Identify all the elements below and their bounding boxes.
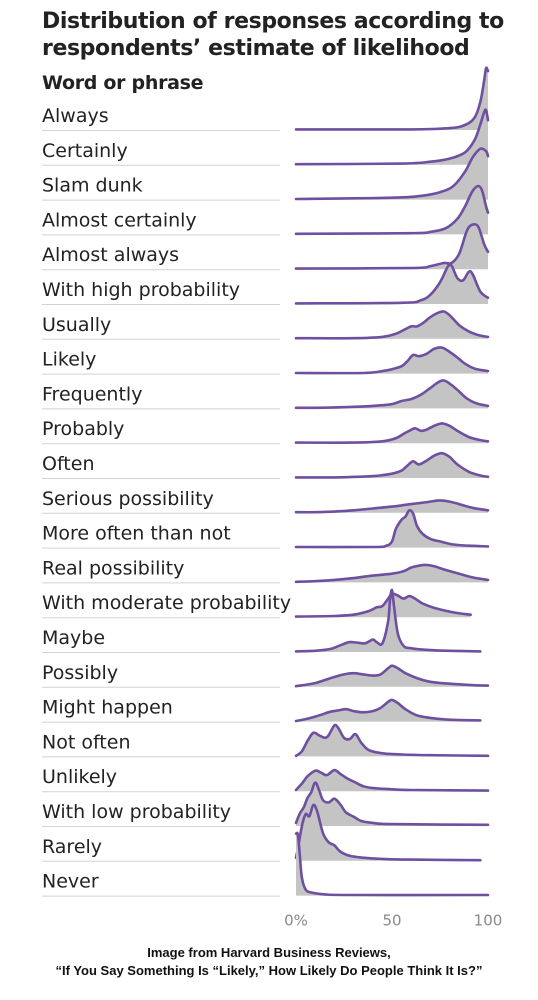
density-area-unlikely <box>296 770 488 792</box>
density-line-often <box>294 451 490 479</box>
row-label-maybe: Maybe <box>42 627 105 649</box>
row-label-with-high-probability: With high probability <box>42 279 240 301</box>
x-tick-label: 50 <box>382 912 401 930</box>
ridge-row-slam-dunk: Slam dunk <box>42 147 490 201</box>
chart-title: Distribution of responses according to r… <box>42 9 504 61</box>
density-line-usually <box>294 310 490 340</box>
density-line-never <box>294 831 490 897</box>
density-line-likely <box>294 346 490 375</box>
row-label-likely: Likely <box>42 349 96 371</box>
row-label-more-often-than-not: More often than not <box>42 523 231 545</box>
density-area-frequently <box>296 380 488 409</box>
density-line-always <box>294 66 490 131</box>
ridge-row-frequently: Frequently <box>42 379 490 410</box>
density-area-usually <box>296 311 488 339</box>
ridge-row-possibly: Possibly <box>42 662 490 688</box>
row-label-never: Never <box>42 871 99 893</box>
density-line-serious-possibility <box>294 499 490 514</box>
density-area-with-high-probability <box>296 264 488 304</box>
density-line-possibly <box>294 664 490 688</box>
density-line-frequently <box>294 379 490 410</box>
density-line-with-low-probability <box>294 781 490 827</box>
density-line-maybe <box>294 588 482 653</box>
row-label-serious-possibility: Serious possibility <box>42 488 214 510</box>
density-line-probably <box>294 422 490 444</box>
row-label-often: Often <box>42 453 95 475</box>
row-label-usually: Usually <box>42 314 111 336</box>
row-label-possibly: Possibly <box>42 662 118 684</box>
density-line-more-often-than-not <box>294 508 490 549</box>
row-label-rarely: Rarely <box>42 836 102 858</box>
density-area-possibly <box>296 665 488 687</box>
ridge-row-real-possibility: Real possibility <box>42 557 490 584</box>
density-line-might-happen <box>294 698 482 723</box>
row-label-might-happen: Might happen <box>42 697 173 719</box>
density-area-might-happen <box>296 699 481 722</box>
density-line-almost-certainly <box>294 184 490 236</box>
density-line-slam-dunk <box>294 147 490 201</box>
row-label-unlikely: Unlikely <box>42 766 117 788</box>
density-area-always <box>296 67 488 130</box>
ridge-row-certainly: Certainly <box>42 108 490 166</box>
row-label-almost-always: Almost always <box>42 244 179 266</box>
row-label-always: Always <box>42 105 109 127</box>
x-tick-label: 100 <box>474 912 503 930</box>
row-label-certainly: Certainly <box>42 140 128 162</box>
density-line-not-often <box>294 723 490 758</box>
ridge-row-with-moderate-probability: With moderate probability <box>42 592 472 619</box>
ridge-row-more-often-than-not: More often than not <box>42 508 490 549</box>
ridge-row-always: Always <box>42 66 490 131</box>
density-area-serious-possibility <box>296 500 488 513</box>
density-line-certainly <box>294 108 490 166</box>
ridge-row-likely: Likely <box>42 346 490 375</box>
density-area-not-often <box>296 724 488 757</box>
density-area-slam-dunk <box>296 148 488 200</box>
row-label-slam-dunk: Slam dunk <box>42 175 143 197</box>
density-area-rarely <box>296 804 481 861</box>
row-label-with-low-probability: With low probability <box>42 801 231 823</box>
ridge-row-maybe: Maybe <box>42 588 482 653</box>
row-label-real-possibility: Real possibility <box>42 557 184 579</box>
ridge-row-rarely: Rarely <box>42 803 482 862</box>
x-tick-label: 0% <box>284 912 308 930</box>
density-line-with-high-probability <box>294 263 490 305</box>
ridge-row-might-happen: Might happen <box>42 697 482 723</box>
row-label-with-moderate-probability: With moderate probability <box>42 592 291 614</box>
ridge-row-never: Never <box>42 831 490 897</box>
row-label-frequently: Frequently <box>42 383 142 405</box>
density-line-rarely <box>294 803 482 862</box>
ridge-row-with-low-probability: With low probability <box>42 781 490 827</box>
density-line-with-moderate-probability <box>294 592 472 618</box>
density-line-real-possibility <box>294 563 490 584</box>
footer-article-title: “If You Say Something Is “Likely,” How L… <box>55 963 483 978</box>
density-area-maybe <box>296 589 481 652</box>
density-line-almost-always <box>294 222 490 270</box>
density-line-unlikely <box>294 768 490 792</box>
row-label-probably: Probably <box>42 418 124 440</box>
ridge-row-almost-always: Almost always <box>42 222 490 271</box>
density-area-often <box>296 453 488 478</box>
row-label-not-often: Not often <box>42 731 131 753</box>
ridge-row-probably: Probably <box>42 418 490 445</box>
ridge-row-not-often: Not often <box>42 723 490 758</box>
column-header: Word or phrase <box>42 72 204 94</box>
density-area-likely <box>296 347 488 374</box>
row-label-almost-certainly: Almost certainly <box>42 209 197 231</box>
ridgeline-chart: Always Certainly Slam dunk Almost certainly… <box>42 66 503 930</box>
ridge-row-unlikely: Unlikely <box>42 766 490 793</box>
ridge-row-usually: Usually <box>42 310 490 340</box>
ridge-row-with-high-probability: With high probability <box>42 263 490 305</box>
density-area-certainly <box>296 109 488 165</box>
footer-source-line: Image from Harvard Business Reviews, <box>147 945 391 960</box>
ridge-row-serious-possibility: Serious possibility <box>42 488 490 514</box>
density-area-with-low-probability <box>296 782 488 826</box>
density-area-probably <box>296 423 488 444</box>
ridge-row-often: Often <box>42 451 490 479</box>
